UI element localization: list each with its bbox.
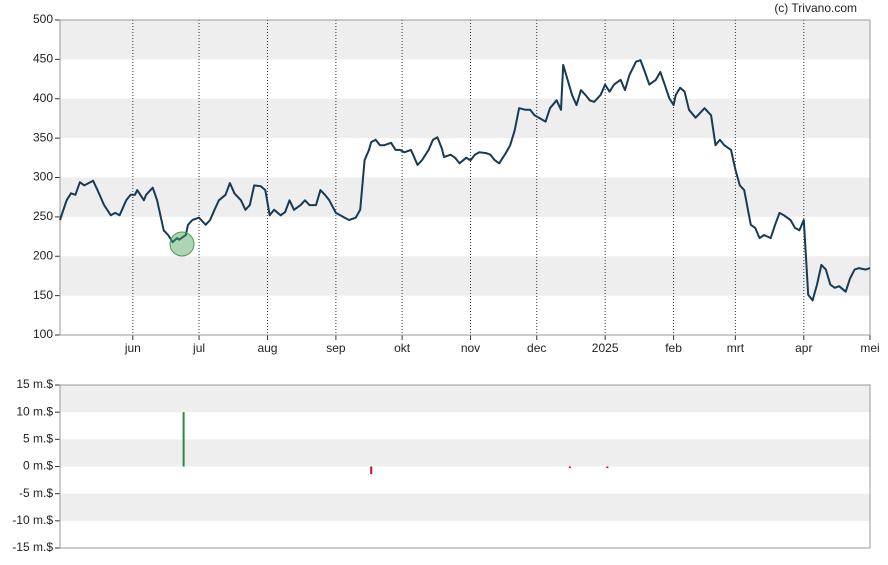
plot-frame xyxy=(59,384,871,549)
x-tick-label: feb xyxy=(665,341,682,355)
stripe xyxy=(60,20,870,60)
y-tick-label: 15 m.$ xyxy=(16,377,53,391)
x-tick-label: apr xyxy=(795,341,812,355)
x-tick-label: jul xyxy=(192,341,205,355)
x-tick-label: nov xyxy=(461,341,480,355)
x-tick-label: 2025 xyxy=(592,341,619,355)
y-tick-label: 5 m.$ xyxy=(23,432,53,446)
y-tick-label: 0 m.$ xyxy=(23,459,53,473)
y-tick-label: -10 m.$ xyxy=(12,513,53,527)
stripe xyxy=(60,493,870,521)
bar xyxy=(370,466,373,475)
y-tick-label: 300 xyxy=(33,170,53,184)
y-tick-label: 250 xyxy=(33,209,53,223)
x-tick-label: sep xyxy=(326,341,346,355)
x-tick-label: jun xyxy=(124,341,141,355)
plot-frame xyxy=(59,19,871,336)
y-tick-label: 450 xyxy=(33,52,53,66)
y-tick-label: 150 xyxy=(33,288,53,302)
y-tick-label: -15 m.$ xyxy=(12,540,53,554)
price-line xyxy=(59,59,871,302)
x-tick-label: mei xyxy=(860,341,879,355)
bar xyxy=(568,466,571,469)
bar xyxy=(182,412,185,467)
y-tick-label: 200 xyxy=(33,248,53,262)
event-marker xyxy=(169,231,195,257)
stripe xyxy=(60,98,870,139)
credit: (c) Trivano.com xyxy=(774,1,857,15)
stripe xyxy=(60,385,870,413)
stripe xyxy=(60,256,870,296)
x-tick-label: dec xyxy=(527,341,546,355)
x-tick-label: aug xyxy=(257,341,277,355)
y-tick-label: 400 xyxy=(33,91,53,105)
bar xyxy=(606,466,609,469)
x-tick-label: mrt xyxy=(727,341,745,355)
x-tick-label: okt xyxy=(394,341,411,355)
y-tick-label: 500 xyxy=(33,12,53,26)
y-tick-label: 100 xyxy=(33,327,53,341)
backgrounds xyxy=(55,19,871,549)
plots: 100 150 200 250 300 350 400 450 500 jun jul aug sep o… xyxy=(12,12,879,554)
stripe xyxy=(60,439,870,467)
y-tick-label: 10 m.$ xyxy=(16,404,53,418)
y-tick-label: 350 xyxy=(33,130,53,144)
y-tick-label: -5 m.$ xyxy=(19,486,53,500)
